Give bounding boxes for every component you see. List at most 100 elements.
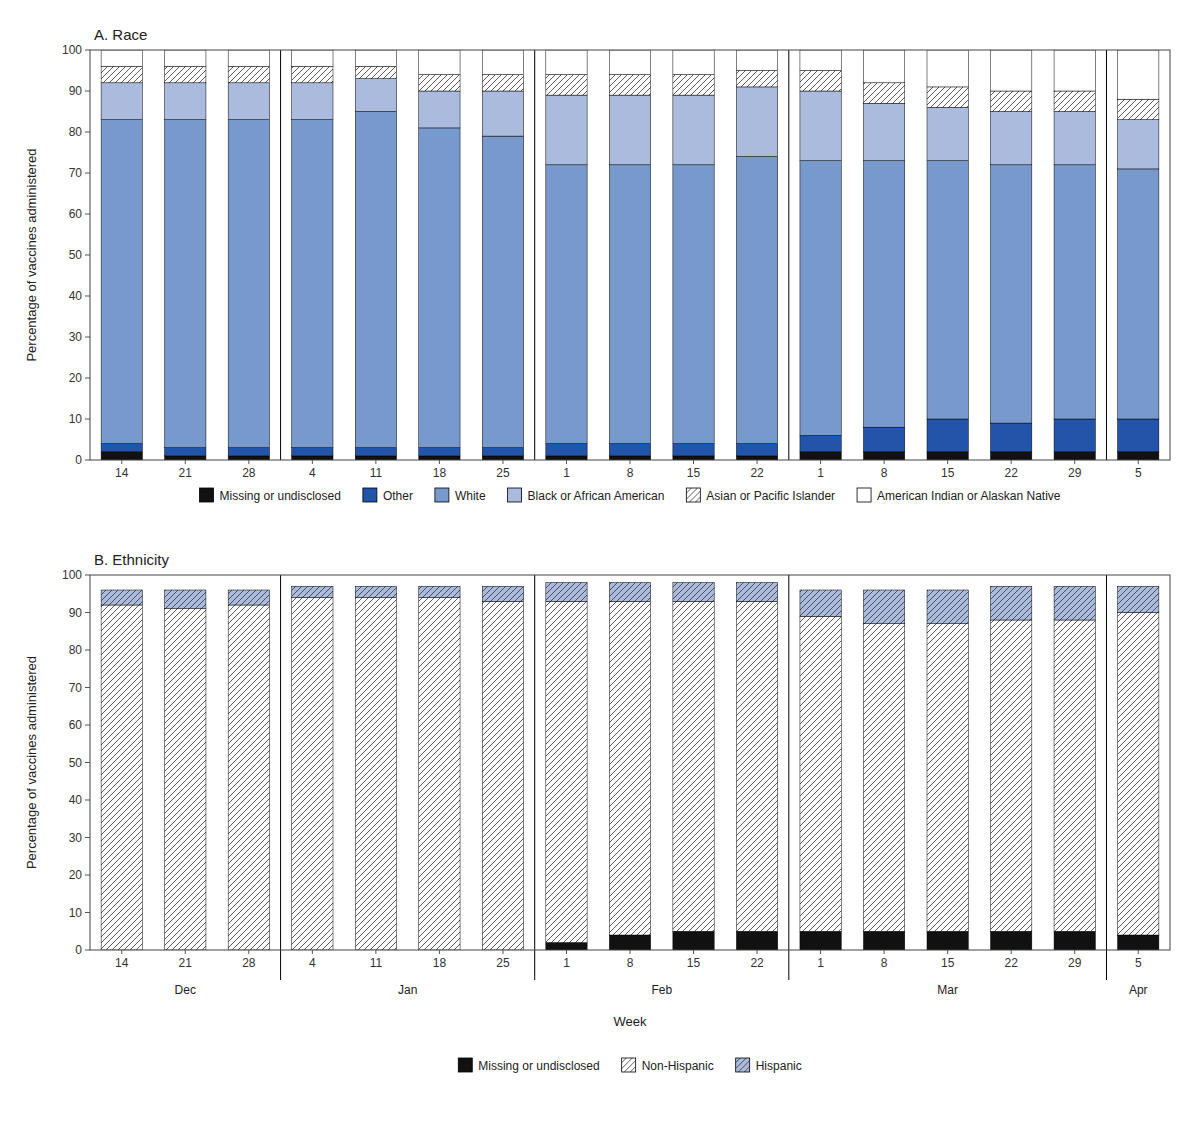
x-tick bbox=[1138, 460, 1139, 464]
legend-label: Other bbox=[383, 489, 413, 503]
legend-label: Missing or undisclosed bbox=[220, 489, 341, 503]
y-axis-label: Percentage of vaccines administered bbox=[24, 148, 39, 361]
x-tick bbox=[630, 460, 631, 464]
y-tick-label: 20 bbox=[69, 371, 83, 385]
legend-swatch bbox=[363, 488, 377, 502]
x-tick-label: 22 bbox=[1004, 956, 1018, 970]
bar-segment bbox=[927, 107, 968, 160]
bar-segment bbox=[355, 66, 396, 78]
bar-segment bbox=[736, 601, 777, 931]
legend-swatch bbox=[622, 1058, 636, 1072]
bar-segment bbox=[736, 583, 777, 602]
bar-segment bbox=[419, 598, 460, 951]
bar-segment bbox=[991, 112, 1032, 165]
x-tick-label: 28 bbox=[242, 466, 256, 480]
legend-swatch bbox=[200, 488, 214, 502]
y-tick-label: 10 bbox=[69, 906, 83, 920]
y-tick-label: 80 bbox=[69, 643, 83, 657]
bar-segment bbox=[991, 931, 1032, 950]
bar-segment bbox=[1118, 120, 1159, 169]
bar-segment bbox=[546, 50, 587, 75]
x-tick bbox=[185, 950, 186, 954]
x-tick bbox=[884, 460, 885, 464]
bar-segment bbox=[1118, 419, 1159, 452]
y-tick-label: 60 bbox=[69, 207, 83, 221]
month-label: Feb bbox=[651, 983, 672, 997]
y-tick bbox=[85, 687, 90, 688]
bar-segment bbox=[419, 128, 460, 448]
x-tick bbox=[248, 950, 249, 954]
bar-segment bbox=[1054, 586, 1095, 620]
y-tick-label: 70 bbox=[69, 166, 83, 180]
legend-swatch bbox=[508, 488, 522, 502]
month-divider bbox=[534, 575, 535, 950]
bar-segment bbox=[228, 66, 269, 82]
bar-segment bbox=[101, 83, 142, 120]
x-tick bbox=[947, 460, 948, 464]
legend-label: Black or African American bbox=[528, 489, 665, 503]
legend-item: Missing or undisclosed bbox=[200, 488, 341, 503]
bar-segment bbox=[927, 452, 968, 460]
x-tick-label: 18 bbox=[433, 956, 447, 970]
bar-segment bbox=[355, 112, 396, 448]
month-divider bbox=[1106, 50, 1107, 460]
bar-segment bbox=[101, 50, 142, 66]
bar-segment bbox=[673, 583, 714, 602]
bar-segment bbox=[800, 616, 841, 931]
bar-segment bbox=[165, 50, 206, 66]
x-tick-label: 28 bbox=[242, 956, 256, 970]
y-tick bbox=[85, 460, 90, 461]
panel-title: B. Ethnicity bbox=[94, 551, 170, 568]
bar-segment bbox=[863, 50, 904, 83]
y-tick-label: 30 bbox=[69, 330, 83, 344]
x-tick bbox=[693, 950, 694, 954]
bar-segment bbox=[546, 583, 587, 602]
x-tick bbox=[502, 460, 503, 464]
bar-segment bbox=[609, 583, 650, 602]
x-tick bbox=[502, 950, 503, 954]
y-tick bbox=[85, 50, 90, 51]
x-tick bbox=[1138, 950, 1139, 954]
x-tick bbox=[820, 950, 821, 954]
legend-item: Hispanic bbox=[736, 1058, 802, 1073]
legend-label: Missing or undisclosed bbox=[478, 1059, 599, 1073]
x-tick bbox=[757, 950, 758, 954]
legend-label: Non-Hispanic bbox=[642, 1059, 714, 1073]
bar-segment bbox=[736, 71, 777, 87]
x-tick-label: 1 bbox=[817, 956, 824, 970]
x-tick-label: 22 bbox=[750, 956, 764, 970]
month-divider-tick bbox=[1106, 950, 1107, 980]
legend-item: Missing or undisclosed bbox=[458, 1058, 599, 1073]
bar-segment bbox=[800, 161, 841, 436]
bar-segment bbox=[991, 91, 1032, 112]
bar-segment bbox=[1118, 613, 1159, 936]
bar-segment bbox=[991, 423, 1032, 452]
y-tick bbox=[85, 950, 90, 951]
legend-item: Non-Hispanic bbox=[622, 1058, 714, 1073]
legend-item: Black or African American bbox=[508, 488, 665, 503]
bar-segment bbox=[927, 87, 968, 108]
bar-segment bbox=[165, 590, 206, 609]
bar-segment bbox=[228, 590, 269, 605]
y-tick bbox=[85, 612, 90, 613]
x-tick bbox=[566, 950, 567, 954]
panel: B. Ethnicity0102030405060708090100Percen… bbox=[24, 551, 1170, 1029]
bar-segment bbox=[863, 590, 904, 624]
bar-segment bbox=[292, 598, 333, 951]
bar-segment bbox=[482, 91, 523, 136]
x-tick bbox=[439, 950, 440, 954]
x-tick-label: 15 bbox=[687, 956, 701, 970]
bar-segment bbox=[1054, 419, 1095, 452]
bar-segment bbox=[736, 444, 777, 456]
bar-segment bbox=[101, 605, 142, 950]
bar-segment bbox=[609, 456, 650, 460]
bar-segment bbox=[546, 456, 587, 460]
bar-segment bbox=[736, 87, 777, 157]
bar-segment bbox=[1118, 586, 1159, 612]
panel: A. Race0102030405060708090100Percentage … bbox=[24, 26, 1170, 480]
legend-item: White bbox=[435, 488, 486, 503]
x-tick bbox=[1074, 460, 1075, 464]
x-tick-label: 21 bbox=[179, 956, 193, 970]
bar-segment bbox=[1054, 165, 1095, 419]
month-label: Mar bbox=[937, 983, 958, 997]
